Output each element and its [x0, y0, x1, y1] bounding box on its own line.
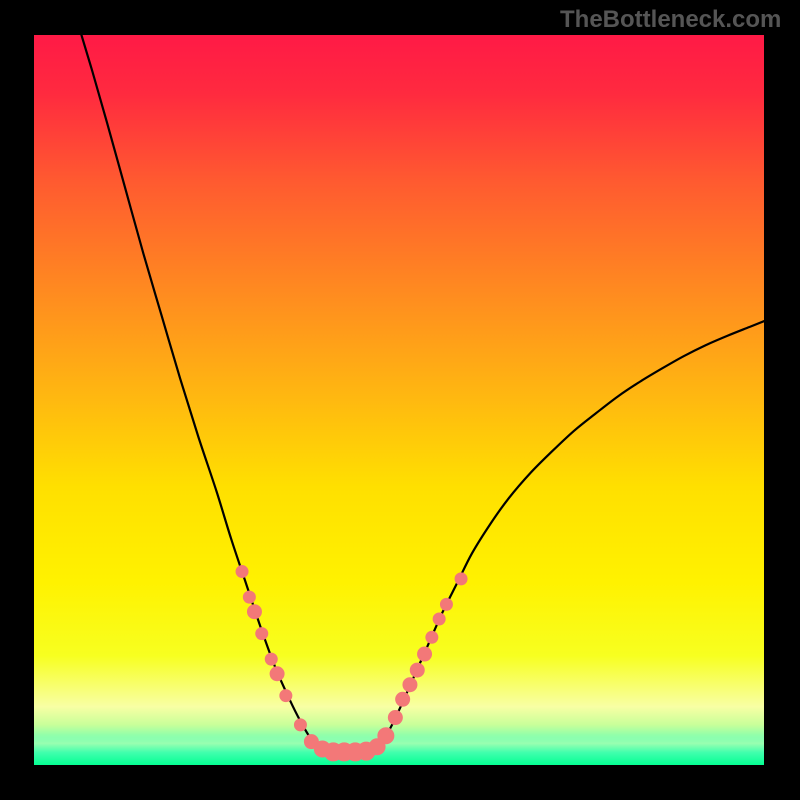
data-marker	[403, 678, 417, 692]
data-marker	[410, 663, 424, 677]
data-marker	[388, 711, 402, 725]
data-marker	[440, 598, 452, 610]
data-marker	[455, 573, 467, 585]
data-marker	[247, 605, 261, 619]
data-marker	[243, 591, 255, 603]
plot-area	[34, 35, 764, 765]
bottleneck-curve	[81, 35, 764, 754]
data-marker	[418, 647, 432, 661]
data-marker	[265, 653, 277, 665]
data-marker	[294, 719, 306, 731]
data-marker	[378, 728, 394, 744]
data-marker	[256, 628, 268, 640]
data-marker	[433, 613, 445, 625]
data-marker	[426, 631, 438, 643]
data-marker	[280, 690, 292, 702]
curve-layer	[34, 35, 764, 765]
data-marker	[236, 566, 248, 578]
data-marker	[270, 667, 284, 681]
data-marker	[396, 692, 410, 706]
watermark-text: TheBottleneck.com	[560, 6, 781, 34]
